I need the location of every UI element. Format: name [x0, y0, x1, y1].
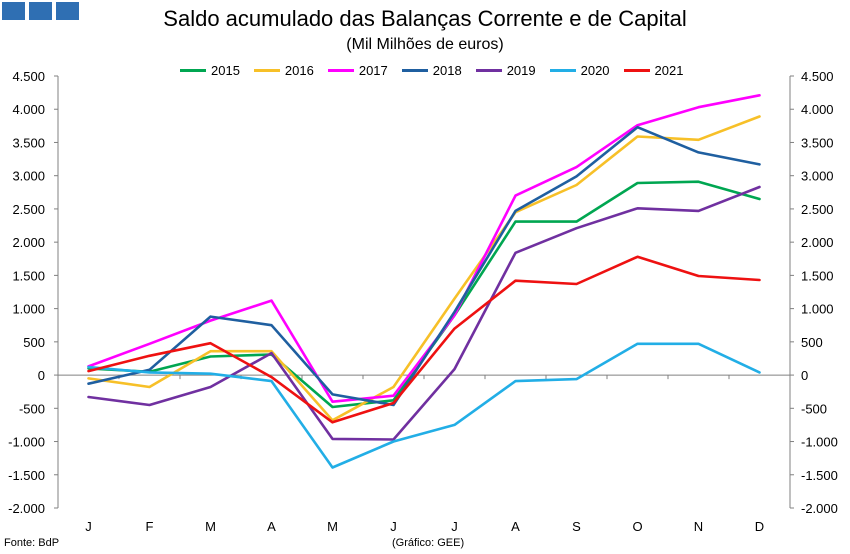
x-tick-label: J: [85, 519, 92, 534]
x-tick-label: N: [694, 519, 703, 534]
logo-block-2: [29, 2, 52, 20]
y-tick-label-left: 3.000: [12, 169, 45, 184]
y-tick-label-right: 2.500: [801, 202, 834, 217]
legend-item-2016: 2016: [253, 63, 314, 78]
x-tick-label: M: [205, 519, 216, 534]
legend-label: 2016: [284, 63, 314, 78]
legend-item-2018: 2018: [401, 63, 462, 78]
logo-block-1: [2, 2, 25, 20]
y-tick-label-left: 4.500: [12, 69, 45, 84]
series-line-2016: [87, 115, 761, 422]
y-tick-label-left: -1.000: [8, 435, 45, 450]
x-tick-label: M: [327, 519, 338, 534]
y-tick-label-right: -2.000: [801, 501, 838, 516]
legend-item-2020: 2020: [549, 63, 610, 78]
legend-swatch: [623, 69, 650, 72]
series-line-2019: [87, 185, 761, 441]
y-tick-label-right: -1.500: [801, 468, 838, 483]
x-tick-label: J: [451, 519, 458, 534]
y-tick-label-right: 4.500: [801, 69, 834, 84]
x-tick-label: D: [755, 519, 764, 534]
y-tick-label-left: -1.500: [8, 468, 45, 483]
legend-label: 2021: [654, 63, 684, 78]
y-tick-label-right: 2.000: [801, 235, 834, 250]
legend-label: 2019: [506, 63, 536, 78]
x-tick-label: J: [390, 519, 397, 534]
y-tick-label-right: 1.000: [801, 302, 834, 317]
y-tick-label-left: 0: [38, 368, 45, 383]
legend-item-2015: 2015: [180, 63, 240, 78]
y-tick-label-left: 2.500: [12, 202, 45, 217]
y-tick-label-right: -500: [801, 401, 827, 416]
x-tick-label: O: [632, 519, 642, 534]
legend-label: 2020: [580, 63, 610, 78]
y-tick-label-right: 500: [801, 335, 823, 350]
y-tick-label-right: 4.000: [801, 102, 834, 117]
x-tick-label: F: [146, 519, 154, 534]
gee-logo: [2, 2, 79, 20]
x-tick-label: A: [511, 519, 520, 534]
x-tick-label: S: [572, 519, 581, 534]
legend-swatch: [180, 69, 206, 72]
legend-swatch: [475, 69, 502, 72]
chart-subtitle: (Mil Milhões de euros): [346, 36, 504, 53]
y-tick-label-right: 0: [801, 368, 808, 383]
legend-label: 2018: [432, 63, 462, 78]
legend-label: 2015: [211, 63, 240, 78]
x-tick-label: A: [267, 519, 276, 534]
y-tick-label-right: -1.000: [801, 435, 838, 450]
y-tick-label-left: 1.500: [12, 268, 45, 283]
chart-legend: 2015 2016 2017 2018 2019 2020 2021: [180, 63, 697, 78]
y-tick-label-left: 3.500: [12, 135, 45, 150]
legend-item-2021: 2021: [623, 63, 684, 78]
y-tick-label-left: 2.000: [12, 235, 45, 250]
logo-block-3: [56, 2, 79, 20]
y-tick-label-left: 4.000: [12, 102, 45, 117]
legend-label: 2017: [358, 63, 388, 78]
y-tick-label-right: 3.500: [801, 135, 834, 150]
legend-item-2019: 2019: [475, 63, 536, 78]
series-line-2020: [87, 342, 761, 469]
series-line-2018: [87, 125, 761, 407]
legend-swatch: [253, 69, 280, 72]
y-tick-label-left: 500: [23, 335, 45, 350]
legend-item-2017: 2017: [327, 63, 388, 78]
legend-swatch: [327, 69, 354, 72]
source-note: Fonte: BdP: [4, 537, 60, 549]
series-line-2017: [87, 94, 761, 404]
y-tick-label-left: -2.000: [8, 501, 45, 516]
y-tick-label-right: 3.000: [801, 169, 834, 184]
y-tick-label-left: -500: [19, 401, 45, 416]
legend-swatch: [549, 69, 576, 72]
series-line-2021: [87, 255, 761, 424]
y-tick-label-left: 1.000: [12, 302, 45, 317]
credit-note: (Gráfico: GEE): [392, 537, 465, 549]
y-tick-label-right: 1.500: [801, 268, 834, 283]
legend-swatch: [401, 69, 428, 72]
chart-title: Saldo acumulado das Balanças Corrente e …: [163, 6, 687, 31]
